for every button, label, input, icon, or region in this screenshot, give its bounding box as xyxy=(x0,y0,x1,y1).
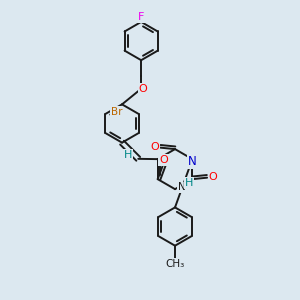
Text: H: H xyxy=(185,178,193,188)
Text: N: N xyxy=(178,182,185,192)
Text: O: O xyxy=(150,142,159,152)
Text: N: N xyxy=(188,155,197,168)
Text: Br: Br xyxy=(111,106,122,117)
Text: H: H xyxy=(124,150,132,160)
Text: O: O xyxy=(159,155,168,165)
Text: O: O xyxy=(139,84,147,94)
Text: CH₃: CH₃ xyxy=(165,259,185,269)
Text: F: F xyxy=(138,12,144,22)
Text: O: O xyxy=(208,172,217,182)
